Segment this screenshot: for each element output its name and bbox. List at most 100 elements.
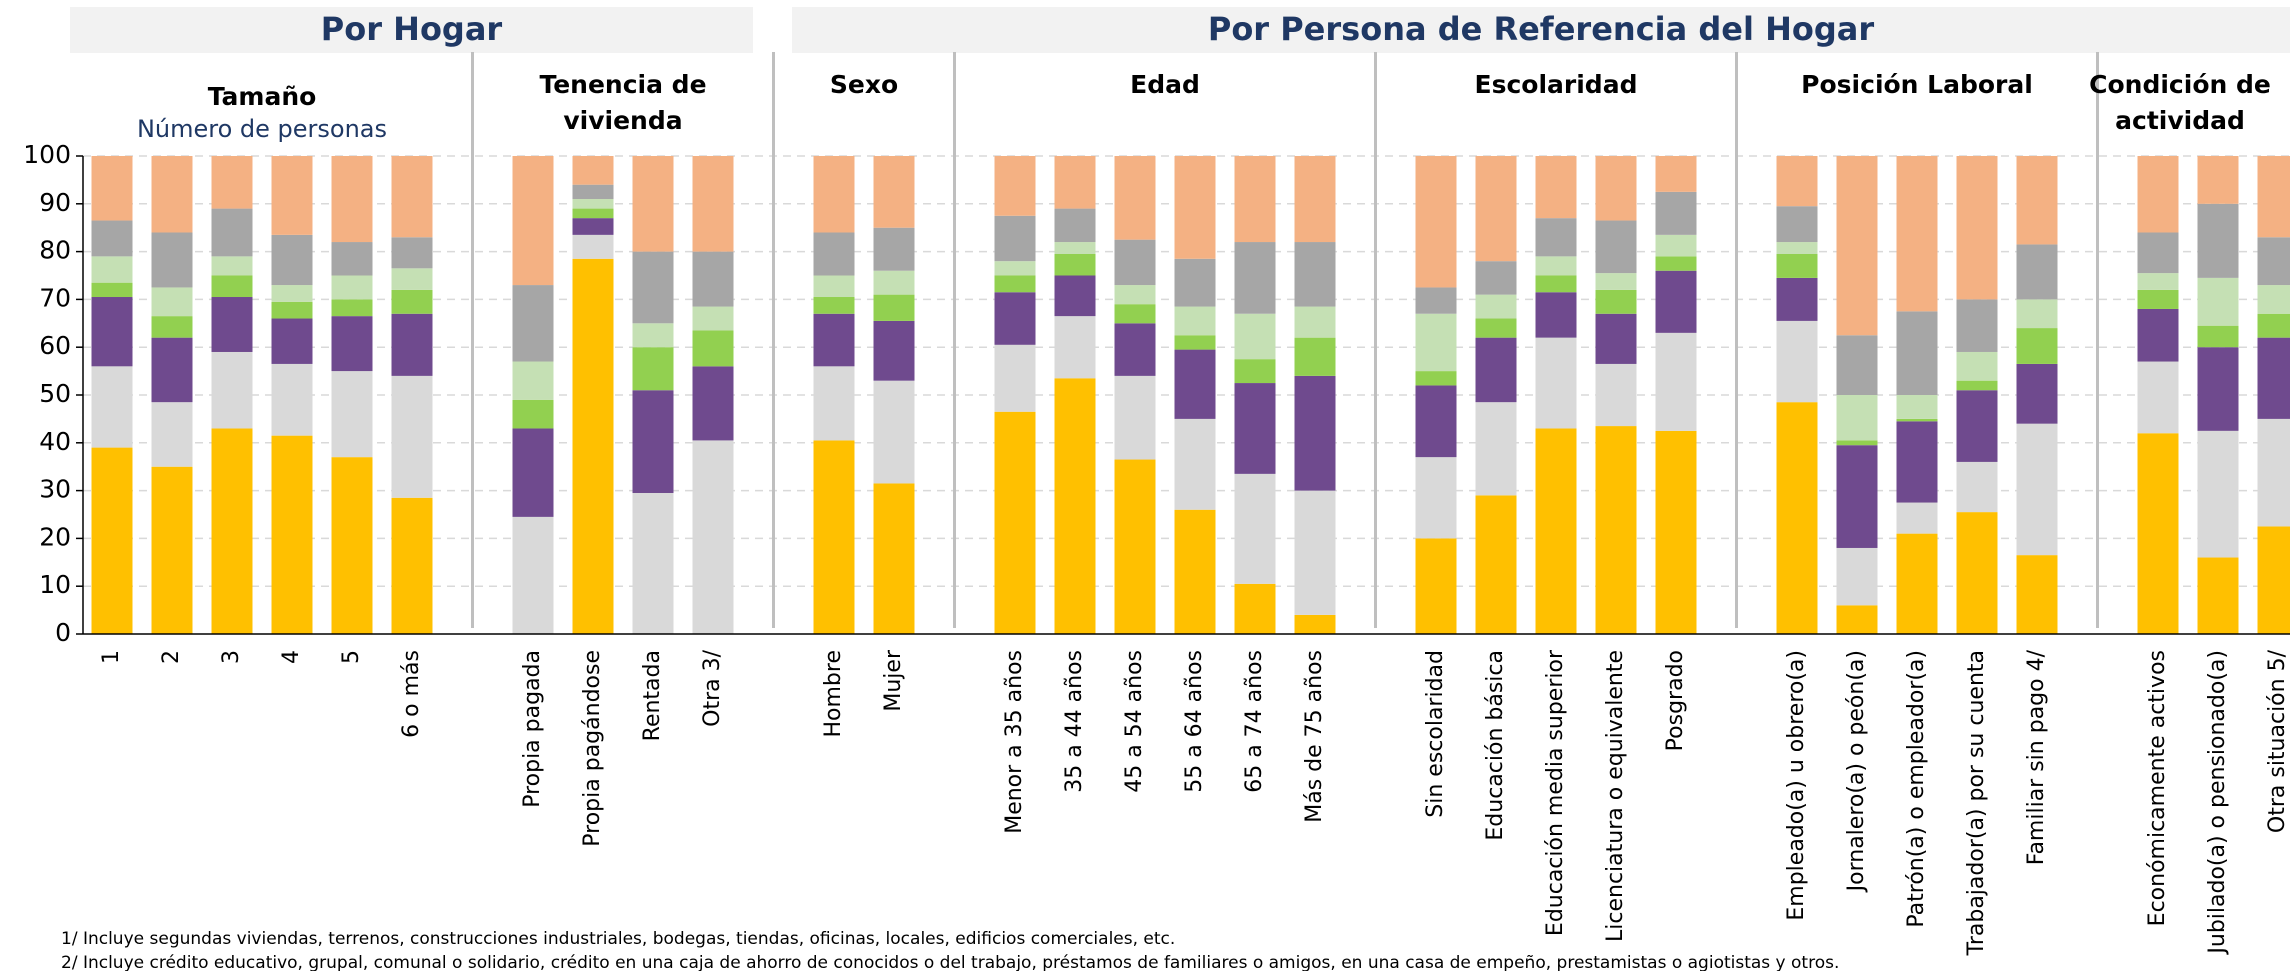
bar-segment (1655, 156, 1697, 192)
bar-segment (572, 184, 614, 200)
bar-segment (91, 447, 133, 634)
bar-segment (2016, 363, 2058, 424)
bar-segment (331, 275, 373, 300)
bar-segment (572, 208, 614, 219)
bar-segment (572, 156, 614, 185)
x-tick-label: Empleado(a) u obrero(a) (1784, 650, 1809, 921)
bar-segment (1234, 583, 1276, 634)
x-tick-label: Educación media superior (1543, 649, 1568, 936)
bar-segment (391, 268, 433, 290)
x-tick-label: 3 (219, 650, 244, 664)
bar-segment (391, 375, 433, 498)
bar-segment (873, 227, 915, 271)
bar-segment (1054, 208, 1096, 243)
bar-segment (331, 457, 373, 634)
bar-segment (211, 351, 253, 429)
group-title: Tamaño (208, 82, 317, 111)
bar-segment (2137, 361, 2179, 434)
bar-segment (2016, 555, 2058, 634)
bar-segment (1475, 156, 1517, 262)
y-tick-label: 40 (39, 427, 71, 456)
x-tick-label: 1 (99, 650, 124, 664)
bar-segment (1234, 383, 1276, 474)
group-title: Sexo (830, 70, 898, 99)
bar-segment (1114, 304, 1156, 324)
bar-segment (1595, 273, 1637, 290)
group-title: vivienda (563, 106, 682, 135)
section-band (792, 7, 2290, 53)
bar-segment (1956, 390, 1998, 462)
bar-segment (1836, 605, 1878, 634)
bar-segment (1836, 156, 1878, 336)
bar-segment (1655, 270, 1697, 333)
bar-segment (1294, 490, 1336, 615)
bar-segment (391, 237, 433, 269)
bar-segment (1174, 509, 1216, 634)
bar-segment (1896, 533, 1938, 634)
bar-segment (1174, 258, 1216, 307)
bar-segment (632, 390, 674, 493)
bar-segment (632, 323, 674, 348)
bar-segment (211, 256, 253, 276)
bar-segment (1054, 156, 1096, 209)
bar-segment (1174, 418, 1216, 510)
bar-segment (1535, 275, 1577, 293)
bar-segment (1655, 332, 1697, 431)
footnote: 1/ Incluye segundas viviendas, terrenos,… (61, 929, 1175, 949)
bar-segment (1776, 402, 1818, 634)
bar-segment (1776, 242, 1818, 254)
bar-segment (1114, 285, 1156, 305)
bar-segment (1595, 220, 1637, 274)
bar-segment (1776, 206, 1818, 243)
bar-segment (1415, 287, 1457, 314)
bar-segment (1234, 359, 1276, 384)
y-tick-label: 0 (55, 618, 71, 647)
bar-segment (151, 466, 193, 634)
x-tick-label: 45 a 54 años (1122, 650, 1147, 793)
y-tick-label: 60 (39, 331, 71, 360)
bar-segment (1776, 277, 1818, 321)
bar-segment (271, 234, 313, 286)
x-tick-label: Rentada (640, 650, 665, 741)
bar-segment (1956, 299, 1998, 352)
x-tick-label: Educación básica (1483, 650, 1508, 841)
bar-segment (1174, 156, 1216, 259)
bar-segment (1595, 289, 1637, 314)
bar-segment (1415, 371, 1457, 386)
bar-segment (512, 285, 554, 362)
bar-segment (994, 292, 1036, 345)
y-tick-label: 10 (39, 570, 71, 599)
bar-segment (1535, 218, 1577, 257)
bar-segment (2257, 418, 2290, 527)
bar-segment (331, 316, 373, 372)
bar-segment (1054, 242, 1096, 254)
bar-segment (873, 380, 915, 484)
bar-segment (391, 497, 433, 634)
bar-segment (391, 156, 433, 238)
bar-segment (1054, 378, 1096, 634)
bar-segment (1475, 261, 1517, 295)
bar-segment (2197, 557, 2239, 634)
bar-segment (692, 366, 734, 441)
bar-segment (1234, 156, 1276, 243)
bar-segment (271, 301, 313, 319)
bar-segment (1896, 311, 1938, 395)
bar-segment (91, 297, 133, 367)
group-title: Tenencia de (539, 70, 706, 99)
y-tick-label: 80 (39, 236, 71, 265)
bar-segment (271, 318, 313, 364)
bar-segment (1054, 316, 1096, 379)
bar-segment (1956, 461, 1998, 513)
bar-segment (1655, 430, 1697, 634)
bar-segment (2137, 273, 2179, 290)
bar-segment (994, 156, 1036, 216)
section-band (70, 7, 753, 53)
section-title: Por Persona de Referencia del Hogar (1208, 10, 1874, 48)
bar-segment (211, 208, 253, 257)
bar-segment (1535, 292, 1577, 338)
bar-segment (994, 275, 1036, 293)
bar-segment (1415, 156, 1457, 288)
group-subtitle: Número de personas (137, 115, 387, 143)
x-tick-label: Posgrado (1663, 650, 1688, 751)
bar-segment (1776, 253, 1818, 278)
